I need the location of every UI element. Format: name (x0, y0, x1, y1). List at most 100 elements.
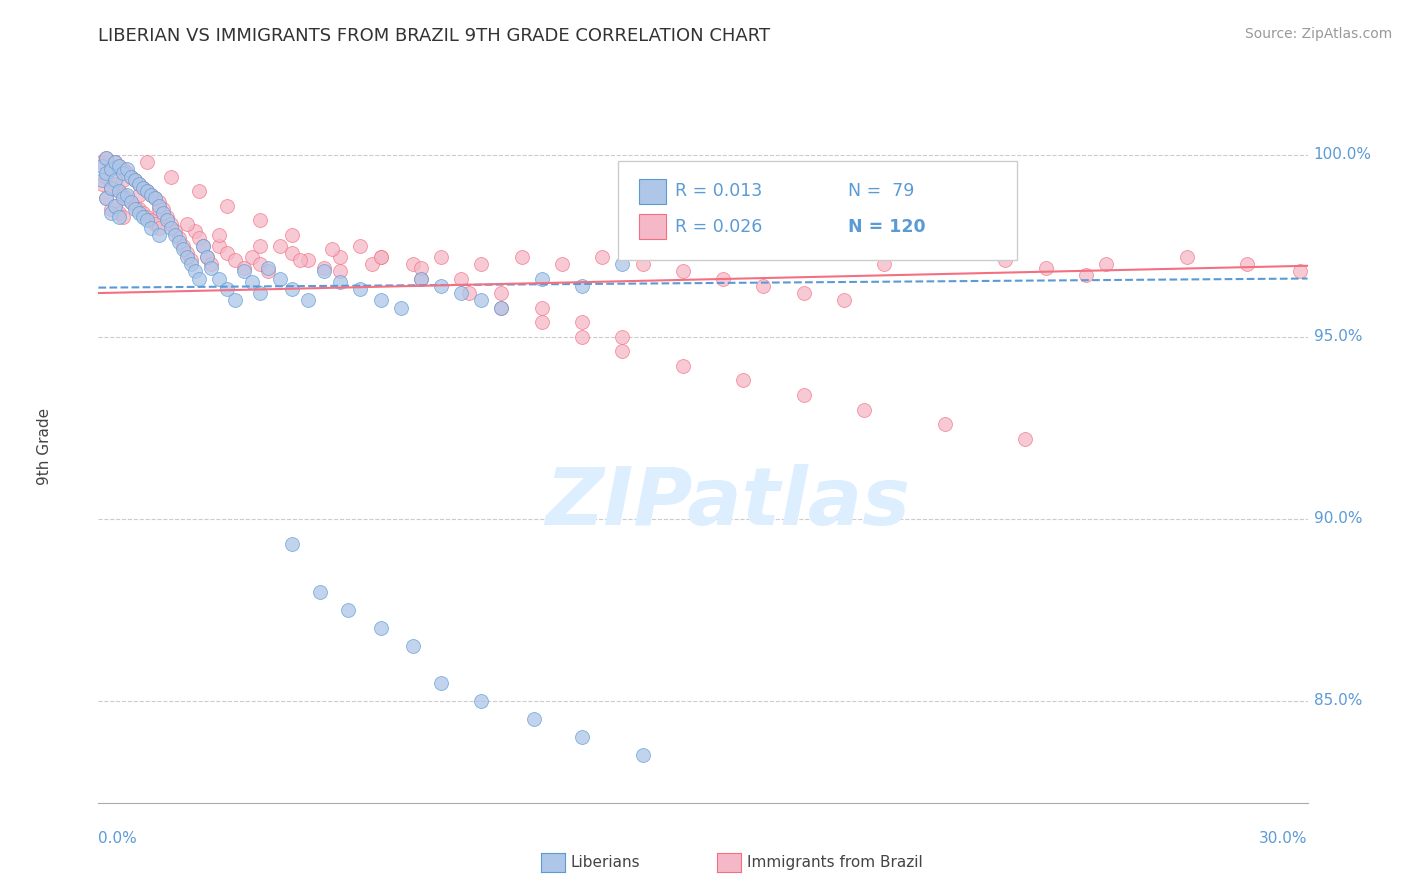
Point (176, 246, 198, 260)
Point (711, 271, 734, 285)
Point (240, 250, 263, 264)
Point (148, 227, 170, 242)
Text: N =  79: N = 79 (848, 182, 914, 200)
Point (132, 180, 155, 194)
Text: ZIPatlas: ZIPatlas (544, 464, 910, 542)
Point (167, 231, 190, 245)
Point (120, 169, 142, 184)
Point (100, 206, 122, 220)
Point (124, 173, 146, 187)
Point (349, 282, 371, 296)
Point (571, 330, 593, 344)
Point (139, 213, 162, 227)
Point (124, 199, 146, 213)
Point (631, 257, 654, 271)
Point (510, 250, 533, 264)
Point (458, 286, 481, 301)
Point (160, 217, 183, 231)
Point (100, 159, 122, 173)
Point (120, 169, 142, 184)
Point (491, 286, 513, 301)
Point (1014, 432, 1036, 446)
Point (832, 293, 855, 308)
Point (96, 166, 118, 180)
Text: Source: ZipAtlas.com: Source: ZipAtlas.com (1244, 27, 1392, 41)
Point (176, 250, 198, 264)
Point (281, 246, 304, 260)
Point (188, 271, 211, 285)
Point (752, 278, 775, 293)
Point (132, 180, 155, 194)
Point (370, 250, 392, 264)
Point (100, 202, 122, 217)
Point (120, 195, 142, 210)
Point (530, 301, 553, 315)
Point (530, 271, 553, 285)
Point (288, 253, 311, 268)
Point (176, 217, 198, 231)
Point (100, 180, 122, 194)
Point (103, 199, 125, 213)
Point (491, 301, 513, 315)
Point (470, 293, 492, 308)
Point (193, 239, 215, 253)
Point (135, 210, 157, 224)
Point (409, 271, 432, 285)
Point (281, 537, 304, 551)
Point (281, 282, 304, 296)
Point (148, 202, 170, 217)
Text: N = 120: N = 120 (848, 218, 925, 235)
Point (148, 199, 170, 213)
Point (128, 206, 150, 220)
Point (91, 155, 114, 169)
Point (107, 184, 129, 198)
Point (115, 187, 138, 202)
Point (914, 239, 936, 253)
Point (135, 184, 157, 198)
Point (793, 286, 815, 301)
Point (232, 264, 254, 278)
Point (152, 202, 174, 217)
Point (128, 202, 150, 217)
Point (612, 257, 634, 271)
Point (111, 191, 134, 205)
Point (321, 243, 343, 257)
Point (111, 187, 134, 202)
Point (329, 250, 352, 264)
Point (224, 293, 246, 308)
Point (160, 169, 183, 184)
Point (450, 286, 472, 301)
Point (994, 253, 1017, 268)
Text: R = 0.026: R = 0.026 (675, 218, 762, 235)
Point (128, 177, 150, 191)
Point (139, 220, 162, 235)
Point (120, 195, 142, 210)
Point (139, 187, 162, 202)
Point (450, 271, 472, 285)
Point (314, 260, 336, 275)
Point (156, 213, 179, 227)
Point (672, 264, 695, 278)
Point (591, 250, 613, 264)
Point (232, 260, 254, 275)
Point (200, 260, 222, 275)
Point (631, 748, 654, 763)
Point (103, 155, 125, 169)
Point (672, 359, 695, 373)
Point (297, 253, 319, 268)
Point (107, 184, 129, 198)
Point (96, 169, 118, 184)
Point (370, 293, 392, 308)
FancyBboxPatch shape (638, 178, 665, 203)
Point (167, 235, 190, 249)
Point (551, 257, 574, 271)
Point (193, 239, 215, 253)
Point (188, 231, 211, 245)
Point (128, 187, 150, 202)
Point (160, 220, 183, 235)
Point (143, 191, 166, 205)
Point (256, 260, 278, 275)
Point (148, 220, 170, 235)
Text: 30.0%: 30.0% (1260, 831, 1308, 847)
Point (409, 271, 432, 285)
